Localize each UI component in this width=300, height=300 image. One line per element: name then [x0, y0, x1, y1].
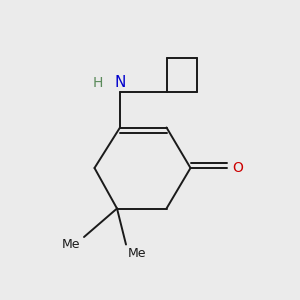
Text: N: N	[114, 75, 126, 90]
Text: Me: Me	[62, 238, 80, 251]
Text: H: H	[92, 76, 103, 90]
Text: Me: Me	[128, 247, 146, 260]
Text: O: O	[232, 161, 243, 175]
